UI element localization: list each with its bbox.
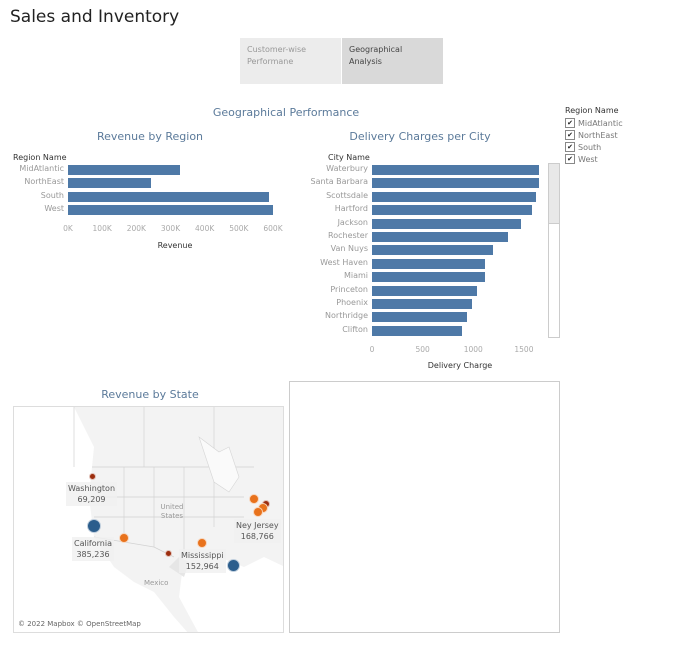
category-label: West Haven	[320, 257, 368, 267]
country-label-mexico: Mexico	[144, 579, 169, 587]
checkbox-icon[interactable]: ✔	[565, 130, 575, 140]
filter-title: Region Name	[565, 106, 619, 115]
dashboard-title: Sales and Inventory	[10, 7, 180, 27]
empty-panel	[289, 381, 560, 633]
category-label: Waterbury	[326, 164, 368, 173]
bar	[372, 205, 532, 216]
category-header: City Name	[328, 153, 370, 162]
category-label: Van Nuys	[330, 244, 368, 254]
tick-label: 1500	[514, 345, 534, 354]
tick-label: 200K	[126, 224, 146, 233]
section-title: Geographical Performance	[212, 106, 360, 119]
tick-label: 100K	[92, 224, 112, 233]
filter-item-west[interactable]: ✔ West	[565, 153, 623, 165]
map-marker	[87, 519, 101, 533]
delivery-charges-chart: Delivery Charges per City City Name Deli…	[310, 130, 560, 370]
category-label: Rochester	[328, 231, 368, 240]
region-filter: Region Name ✔ MidAtlantic ✔ NorthEast ✔ Sou…	[565, 106, 623, 165]
filter-item-south[interactable]: ✔ South	[565, 141, 623, 153]
scrollbar[interactable]	[548, 163, 560, 338]
bar	[372, 272, 486, 283]
tick-label: 500	[415, 345, 430, 354]
tick-label: 300K	[160, 224, 181, 233]
bar	[372, 285, 478, 296]
category-label: South	[40, 190, 64, 200]
x-axis-label: Revenue	[157, 241, 193, 250]
category-header: Region Name	[13, 153, 67, 162]
filter-label: West	[578, 154, 598, 164]
filter-item-northeast[interactable]: ✔ NorthEast	[565, 129, 623, 141]
filter-label: South	[578, 142, 602, 152]
map-marker	[88, 472, 96, 480]
map-marker	[197, 538, 207, 548]
category-label: Princeton	[330, 284, 368, 294]
tick-label: 0	[369, 345, 375, 354]
tab-geographical-analysis[interactable]: Geographical Analysis	[342, 38, 443, 84]
tick-label: 500K	[229, 224, 249, 233]
map-label-california: California 385,236	[72, 537, 114, 561]
filter-item-midatlantic[interactable]: ✔ MidAtlantic	[565, 117, 623, 129]
category-label: Jackson	[337, 217, 368, 227]
bar	[372, 165, 539, 175]
bar	[372, 325, 462, 336]
map-marker	[253, 507, 263, 517]
tick-label: 400K	[195, 224, 215, 233]
category-label: Phoenix	[336, 298, 368, 307]
category-label: MidAtlantic	[19, 164, 64, 173]
scrollbar-thumb[interactable]	[549, 164, 559, 224]
filter-label: NorthEast	[578, 130, 618, 140]
bar	[372, 218, 521, 229]
bar	[372, 258, 486, 269]
chart-title: Revenue by Region	[96, 130, 204, 143]
checkbox-icon[interactable]: ✔	[565, 154, 575, 164]
chart-title: Delivery Charges per City	[349, 130, 491, 143]
tick-label: 600K	[263, 224, 283, 233]
tab-customer-wise-performance[interactable]: Customer-wise Performane	[240, 38, 341, 84]
checkbox-icon[interactable]: ✔	[565, 118, 575, 128]
bar	[372, 232, 509, 242]
country-label-us: United States	[160, 503, 184, 520]
category-label: Hartford	[334, 204, 368, 214]
bar	[372, 312, 468, 323]
bar	[68, 191, 269, 202]
category-label: Miami	[343, 271, 368, 281]
filter-label: MidAtlantic	[578, 118, 623, 128]
category-label: NorthEast	[24, 177, 64, 187]
tick-label: 0K	[63, 224, 73, 233]
bar	[68, 178, 152, 189]
category-label: Santa Barbara	[310, 177, 368, 187]
bar	[372, 191, 537, 202]
bar	[68, 165, 181, 175]
map-marker	[164, 549, 172, 557]
map-attribution: © 2022 Mapbox © OpenStreetMap	[18, 620, 141, 628]
revenue-map[interactable]: United States Mexico Washington 69,209 Ca…	[13, 406, 284, 633]
tick-label: 1000	[463, 345, 483, 354]
category-label: Scottsdale	[326, 190, 368, 200]
map-marker	[119, 533, 129, 543]
map-label-washington: Washington 69,209	[66, 482, 118, 506]
checkbox-icon[interactable]: ✔	[565, 142, 575, 152]
map-marker	[249, 494, 259, 504]
category-label: Clifton	[342, 324, 368, 334]
revenue-by-region-chart: Revenue by Region Region Name Revenue Mi…	[0, 0, 300, 260]
x-axis-label: Delivery Charge	[427, 361, 493, 370]
map-marker	[226, 558, 240, 572]
bar	[372, 178, 539, 189]
bar	[372, 245, 493, 256]
category-label: West	[44, 203, 64, 213]
map-label-new-jersey: Ney Jersey 168,766	[234, 519, 281, 543]
map-title: Revenue by State	[101, 388, 199, 401]
bar	[68, 204, 273, 215]
bar	[372, 299, 472, 309]
map-label-mississippi: Mississippi 152,964	[179, 549, 226, 573]
category-label: Northridge	[325, 311, 368, 321]
